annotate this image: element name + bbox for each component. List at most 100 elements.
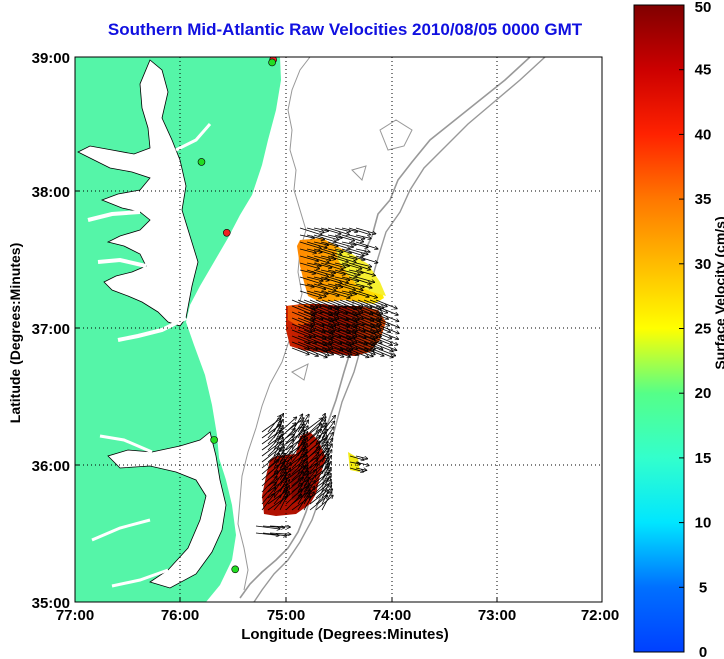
grid [75, 57, 602, 602]
velocity-arrow [299, 248, 316, 253]
velocity-arrow [291, 440, 305, 457]
velocity-arrow [327, 329, 351, 339]
velocity-arrow [327, 255, 348, 262]
velocity-arrow [315, 464, 330, 481]
y-tick-label: 39:00 [32, 50, 70, 67]
velocity-arrow [334, 234, 354, 241]
velocity-arrow [321, 347, 344, 357]
velocity-arrow [341, 255, 357, 260]
velocity-arrow [348, 248, 368, 254]
velocity-arrow [309, 329, 332, 339]
velocity-arrow [357, 329, 377, 338]
velocity-arrow [375, 305, 398, 315]
velocity-arrow [306, 248, 322, 252]
velocity-arrow [313, 227, 328, 231]
velocity-arrow [333, 311, 357, 321]
velocity-arrow [321, 305, 339, 313]
velocity-arrow [321, 323, 340, 331]
velocity-arrow [333, 299, 357, 309]
velocity-arrow [369, 335, 392, 345]
velocity-arrow [291, 433, 304, 451]
velocity-arrow [357, 311, 380, 321]
colorbar-scale [633, 4, 685, 653]
velocity-arrow [306, 276, 323, 281]
velocity-arrow [261, 465, 278, 481]
velocity-arrow [291, 311, 314, 321]
velocity-arrow [309, 311, 333, 321]
velocity-arrow [273, 426, 283, 445]
velocity-arrow [327, 323, 350, 333]
colorbar-tick-label: 10 [695, 515, 712, 532]
colorbar-label: Surface Velocity (cm/s) [712, 216, 724, 370]
velocity-arrow [339, 323, 357, 331]
velocity-arrow [327, 227, 349, 235]
velocity-arrow [351, 335, 375, 345]
velocity-arrow [334, 276, 350, 280]
velocity-arrow [269, 533, 291, 534]
river [117, 316, 187, 342]
velocity-arrow [321, 341, 343, 350]
velocity-arrow [375, 335, 398, 345]
velocity-arrow [313, 283, 336, 291]
velocity-arrow [303, 335, 327, 345]
velocity-arrow [351, 341, 374, 351]
velocity-arrow [357, 299, 381, 309]
velocity-arrow [349, 467, 364, 472]
velocity-arrow [306, 255, 329, 263]
velocity-arrow [303, 329, 326, 339]
river [111, 568, 169, 588]
x-tick-label: 75:00 [267, 607, 305, 624]
velocity-arrow [299, 241, 321, 249]
river [91, 518, 151, 542]
velocity-arrow [327, 269, 345, 275]
velocity-arrow [327, 341, 351, 351]
velocity-arrow [357, 347, 375, 355]
velocity-arrow [262, 532, 287, 536]
velocity-arrow [297, 317, 315, 325]
velocity-arrow [334, 269, 357, 277]
velocity-arrow [313, 241, 328, 245]
velocity-arrow [339, 347, 358, 355]
velocity-arrow [327, 283, 343, 287]
velocity-arrow [315, 457, 329, 475]
velocity-arrow [299, 255, 318, 261]
velocity-arrow [327, 335, 351, 345]
velocity-arrow [351, 299, 372, 308]
velocity-arrow [321, 468, 331, 487]
velocity-arrow [261, 424, 281, 439]
velocity-arrow [348, 262, 370, 270]
velocity-arrow [333, 341, 353, 349]
y-tick-label: 38:00 [32, 184, 70, 201]
x-tick-label: 73:00 [478, 607, 516, 624]
velocity-arrow [375, 341, 397, 350]
velocity-arrow [320, 283, 337, 288]
velocity-arrow [320, 227, 341, 234]
velocity-arrow [321, 299, 340, 307]
velocity-arrow [279, 492, 289, 511]
velocity-arrow [375, 311, 399, 321]
velocity-arrow [306, 269, 328, 277]
velocity-arrow [267, 422, 281, 439]
velocity-arrow [297, 347, 318, 356]
velocity-arrow [369, 341, 393, 351]
velocity-arrow [355, 262, 371, 267]
colorbar-tick-label: 0 [699, 644, 707, 659]
velocity-arrow [315, 311, 337, 320]
velocity-arrow [341, 262, 362, 269]
velocity-arrow [261, 442, 280, 457]
velocity-arrow [348, 276, 371, 284]
velocity-arrow [355, 467, 367, 470]
velocity-arrow [291, 446, 306, 463]
velocity-arrow [348, 290, 369, 297]
colorbar-tick-label: 20 [695, 385, 712, 402]
colorbar-tick-label: 15 [695, 450, 712, 467]
velocity-arrow [355, 255, 378, 263]
velocity-arrow [351, 317, 374, 327]
y-tick-labels: 39:00 38:00 37:00 36:00 35:00 [32, 50, 70, 612]
velocity-arrow [297, 341, 317, 350]
velocity-arrow [297, 329, 315, 337]
velocity-arrow [303, 317, 324, 326]
velocity-arrow [327, 248, 343, 252]
velocity-arrow [334, 255, 356, 263]
